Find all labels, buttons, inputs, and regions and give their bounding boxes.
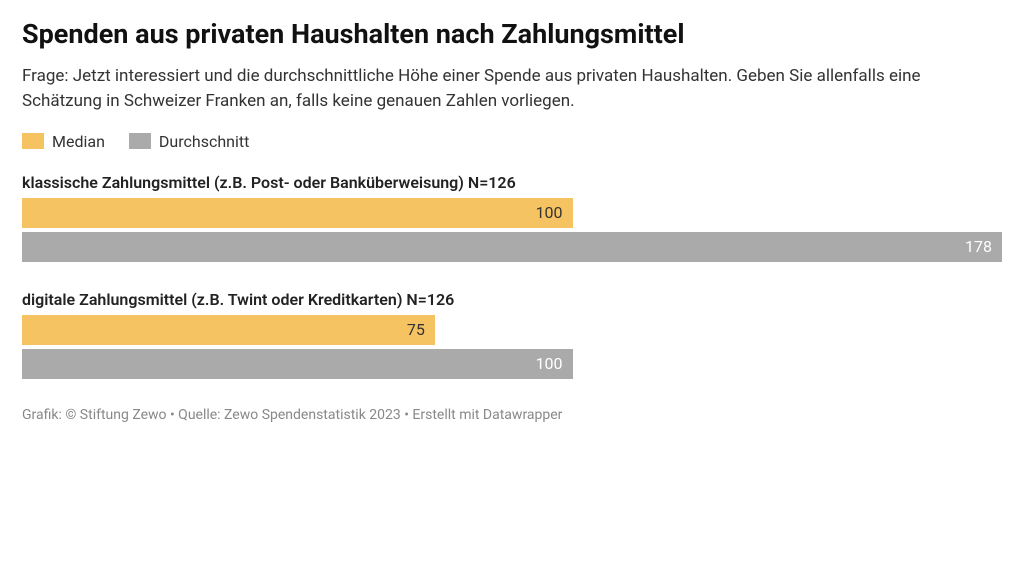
chart-area: klassische Zahlungsmittel (z.B. Post- od… <box>22 173 1002 379</box>
bar-row: 178 <box>22 232 1002 262</box>
bar-durchschnitt: 100 <box>22 349 573 379</box>
bar-row: 100 <box>22 198 1002 228</box>
bar-median: 75 <box>22 315 435 345</box>
bar-value: 100 <box>536 354 563 373</box>
bar-row: 100 <box>22 349 1002 379</box>
bar-value: 178 <box>965 237 992 256</box>
legend-item-median: Median <box>22 132 105 151</box>
group-label: klassische Zahlungsmittel (z.B. Post- od… <box>22 173 1002 192</box>
legend-item-durchschnitt: Durchschnitt <box>129 132 249 151</box>
chart-group: digitale Zahlungsmittel (z.B. Twint oder… <box>22 290 1002 379</box>
bar-row: 75 <box>22 315 1002 345</box>
legend-label: Durchschnitt <box>159 132 249 151</box>
bar-value: 100 <box>536 203 563 222</box>
chart-description: Frage: Jetzt interessiert und die durchs… <box>22 64 1002 113</box>
bar-value: 75 <box>407 320 425 339</box>
bar-durchschnitt: 178 <box>22 232 1002 262</box>
chart-group: klassische Zahlungsmittel (z.B. Post- od… <box>22 173 1002 262</box>
group-label: digitale Zahlungsmittel (z.B. Twint oder… <box>22 290 1002 309</box>
chart-title: Spenden aus privaten Haushalten nach Zah… <box>22 18 1002 50</box>
legend-swatch <box>22 133 44 149</box>
bar-median: 100 <box>22 198 573 228</box>
chart-legend: Median Durchschnitt <box>22 132 1002 151</box>
chart-footer: Grafik: © Stiftung Zewo • Quelle: Zewo S… <box>22 407 1002 423</box>
legend-swatch <box>129 133 151 149</box>
legend-label: Median <box>52 132 105 151</box>
